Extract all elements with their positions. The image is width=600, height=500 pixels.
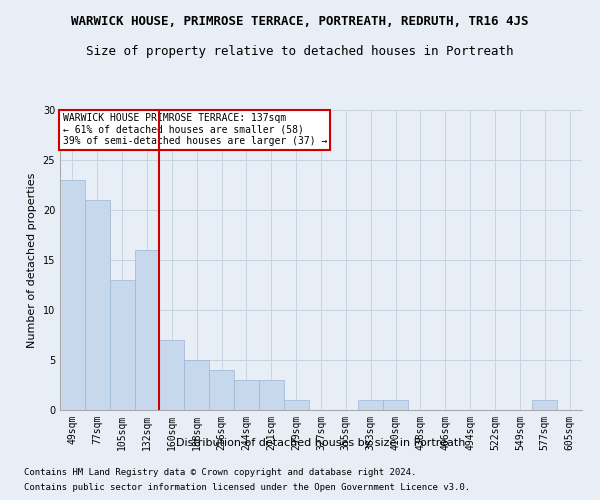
- Bar: [85, 200, 110, 410]
- Text: Size of property relative to detached houses in Portreath: Size of property relative to detached ho…: [86, 45, 514, 58]
- Bar: [209, 370, 234, 410]
- Bar: [383, 400, 408, 410]
- Bar: [160, 340, 184, 410]
- Y-axis label: Number of detached properties: Number of detached properties: [27, 172, 37, 348]
- Bar: [60, 180, 85, 410]
- Bar: [532, 400, 557, 410]
- Text: WARWICK HOUSE PRIMROSE TERRACE: 137sqm
← 61% of detached houses are smaller (58): WARWICK HOUSE PRIMROSE TERRACE: 137sqm ←…: [62, 113, 327, 146]
- Text: WARWICK HOUSE, PRIMROSE TERRACE, PORTREATH, REDRUTH, TR16 4JS: WARWICK HOUSE, PRIMROSE TERRACE, PORTREA…: [71, 15, 529, 28]
- Text: Contains public sector information licensed under the Open Government Licence v3: Contains public sector information licen…: [24, 483, 470, 492]
- Text: Contains HM Land Registry data © Crown copyright and database right 2024.: Contains HM Land Registry data © Crown c…: [24, 468, 416, 477]
- Bar: [358, 400, 383, 410]
- Bar: [184, 360, 209, 410]
- Bar: [134, 250, 160, 410]
- Bar: [110, 280, 134, 410]
- Bar: [259, 380, 284, 410]
- Bar: [284, 400, 308, 410]
- Text: Distribution of detached houses by size in Portreath: Distribution of detached houses by size …: [176, 438, 466, 448]
- Bar: [234, 380, 259, 410]
